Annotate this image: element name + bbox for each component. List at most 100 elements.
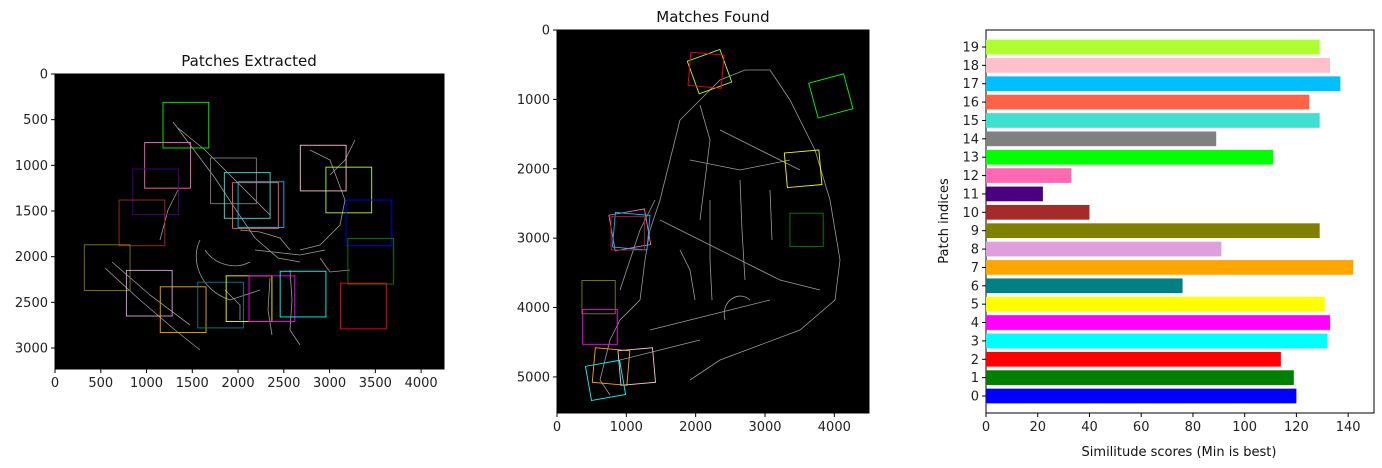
bar-10 [986, 204, 1090, 220]
panel1-patches [83, 101, 395, 333]
panel1-ytick-label-3: 1500 [15, 204, 48, 219]
bar-16 [986, 94, 1310, 110]
panel2-ytick-label-0: 0 [542, 24, 550, 39]
bar-15 [986, 113, 1320, 128]
bar-xtick-label-5: 100 [1232, 420, 1257, 435]
panel-bar-chart: 0 20 40 60 80 100 120 140 012345678910111213141… [937, 29, 1375, 460]
bar-xtick-label-4: 80 [1185, 420, 1202, 435]
panel1-patch-3 [118, 199, 166, 247]
panel1-patch-2 [132, 168, 180, 216]
bar-ytick-label-19: 19 [962, 40, 979, 55]
panel1-xtick-label-1: 500 [88, 376, 113, 391]
bar-xtick-label-0: 0 [982, 420, 990, 435]
panel-matches-found: Matches Found 0 1000 2000 3000 4000 0 1000 200… [517, 8, 870, 435]
bar-ytick-label-5: 5 [971, 298, 979, 313]
panel1-patch-14 [159, 286, 207, 333]
panel2-xtick-label-3: 3000 [748, 420, 781, 435]
panel1-xtick-label-0: 0 [51, 376, 59, 391]
panel2-patches [581, 48, 854, 402]
panel1-patch-0 [162, 101, 210, 149]
panel2-xtick-label-4: 4000 [818, 420, 851, 435]
panel2-patch-11 [617, 347, 657, 386]
bar-ytick-label-13: 13 [962, 151, 979, 166]
panel2-patch-9 [582, 309, 618, 345]
bars [986, 39, 1354, 404]
bar-8 [986, 241, 1222, 257]
bar-ytick-label-3: 3 [971, 334, 979, 349]
panel2-patch-12 [584, 359, 627, 402]
bar-0 [986, 388, 1297, 404]
panel1-ytick-label-4: 2000 [15, 250, 48, 265]
panel1-patch-8 [299, 144, 347, 192]
bar-xtick-label-1: 20 [1029, 420, 1046, 435]
bar-6 [986, 278, 1183, 294]
panel1-image [55, 74, 444, 369]
panel1-patch-19 [340, 282, 387, 330]
panel2-y-ticks: 0 1000 2000 3000 4000 5000 [517, 24, 557, 385]
bar-x-axis-label: Similitude scores (Min is best) [1082, 445, 1277, 460]
panel2-patch-7 [610, 216, 645, 251]
bar-11 [986, 186, 1043, 202]
panel2-xtick-label-1: 1000 [610, 420, 643, 435]
panel1-xtick-label-4: 2000 [222, 376, 255, 391]
panel1-patch-4 [210, 157, 257, 205]
panel1-map-lines [104, 121, 356, 351]
panel2-x-ticks: 0 1000 2000 3000 4000 [553, 413, 851, 435]
panel2-ytick-label-1: 1000 [517, 93, 550, 108]
bar-2 [986, 351, 1281, 367]
panel2-patch-8 [581, 280, 616, 315]
bar-ytick-label-18: 18 [962, 59, 979, 74]
panel1-patch-13 [125, 269, 173, 317]
panel1-x-ticks: 0 500 1000 1500 2000 2500 3000 3500 4000 [51, 369, 438, 391]
panel1-title: Patches Extracted [181, 52, 316, 70]
bar-5 [986, 296, 1325, 312]
panel2-ytick-label-5: 5000 [517, 370, 550, 385]
bar-18 [986, 58, 1331, 73]
bar-1 [986, 370, 1294, 385]
bar-7 [986, 260, 1354, 275]
bar-ytick-label-0: 0 [971, 390, 979, 405]
panel1-xtick-label-7: 3500 [359, 376, 392, 391]
panel1-patch-18 [279, 270, 327, 318]
panel1-patch-9 [325, 166, 373, 214]
bar-ytick-label-12: 12 [962, 169, 979, 184]
bar-ytick-label-9: 9 [971, 224, 979, 239]
bar-12 [986, 168, 1072, 183]
panel2-map-lines [599, 69, 841, 396]
bar-3 [986, 333, 1328, 349]
bar-ytick-label-10: 10 [962, 206, 979, 221]
panel1-patch-12 [83, 244, 131, 291]
bar-13 [986, 149, 1274, 165]
panel3-axes [985, 29, 1375, 414]
bar-ytick-label-4: 4 [971, 316, 979, 331]
bar-ytick-label-11: 11 [962, 187, 979, 202]
bar-4 [986, 315, 1331, 330]
bar-ytick-label-7: 7 [971, 261, 979, 276]
panel1-patch-17 [248, 275, 296, 322]
panel2-xtick-label-2: 2000 [679, 420, 712, 435]
panel1-ytick-label-5: 2500 [15, 296, 48, 311]
bar-ytick-label-14: 14 [962, 132, 979, 147]
bar-ytick-label-1: 1 [971, 371, 979, 386]
panel1-ytick-label-6: 3000 [15, 341, 48, 356]
bar-xtick-label-7: 140 [1336, 420, 1361, 435]
panel2-patch-1 [687, 51, 725, 89]
panel1-xtick-label-5: 2500 [267, 376, 300, 391]
panel1-ytick-label-1: 500 [23, 113, 48, 128]
panel1-patch-10 [345, 199, 393, 247]
bar-ytick-label-6: 6 [971, 279, 979, 294]
bar-y-axis-label: Patch indices [937, 178, 952, 264]
bar-xtick-label-6: 120 [1284, 420, 1309, 435]
bar-9 [986, 223, 1320, 239]
bar-19 [986, 39, 1320, 55]
bar-ytick-label-16: 16 [962, 96, 979, 111]
panel2-title: Matches Found [656, 8, 769, 26]
bar-xtick-label-3: 60 [1133, 420, 1150, 435]
panel1-patch-15 [197, 281, 245, 329]
panel2-patch-6 [611, 211, 651, 251]
bar-14 [986, 131, 1217, 147]
bar-ytick-label-15: 15 [962, 114, 979, 129]
panel1-patch-11 [347, 237, 395, 285]
